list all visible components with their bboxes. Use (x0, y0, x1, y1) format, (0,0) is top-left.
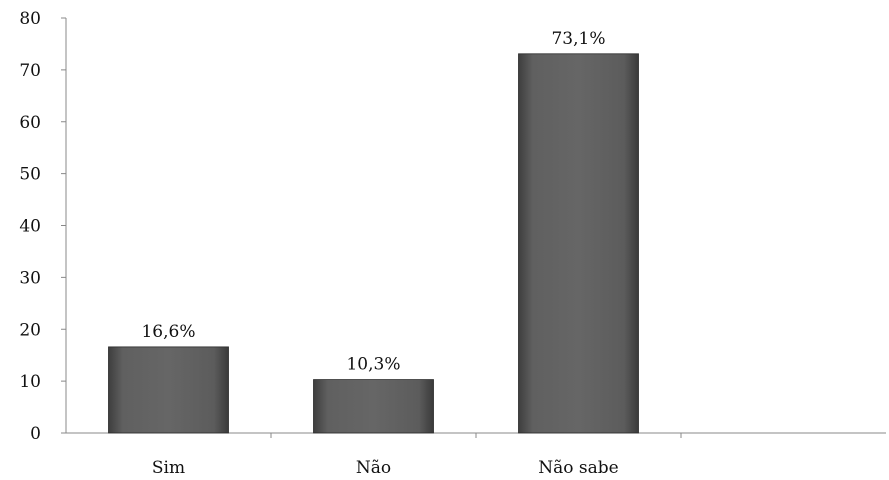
y-axis: 0 10 20 30 40 50 60 70 80 (19, 9, 67, 444)
data-label: 16,6% (141, 322, 195, 342)
y-tick-label: 30 (19, 268, 41, 288)
data-labels: 16,6% 10,3% 73,1% (141, 29, 605, 375)
bar-2 (313, 379, 434, 434)
y-tick-label: 20 (19, 320, 41, 340)
y-tick-label: 40 (19, 217, 41, 237)
data-label: 10,3% (346, 355, 400, 375)
x-axis: Sim Não Não sabe (66, 432, 886, 478)
y-tick-label: 70 (19, 61, 41, 81)
bar-3 (518, 53, 639, 434)
y-tick-label: 0 (30, 424, 41, 444)
y-tick-label: 10 (19, 372, 41, 392)
y-tick-label: 80 (19, 9, 41, 29)
x-category-label: Não (356, 458, 391, 478)
bars (108, 53, 639, 434)
x-category-label: Sim (152, 458, 185, 478)
y-tick-label: 60 (19, 113, 41, 133)
x-category-label: Não sabe (538, 458, 618, 478)
y-tick-label: 50 (19, 165, 41, 185)
data-label: 73,1% (551, 29, 605, 49)
bar-1 (108, 346, 229, 434)
